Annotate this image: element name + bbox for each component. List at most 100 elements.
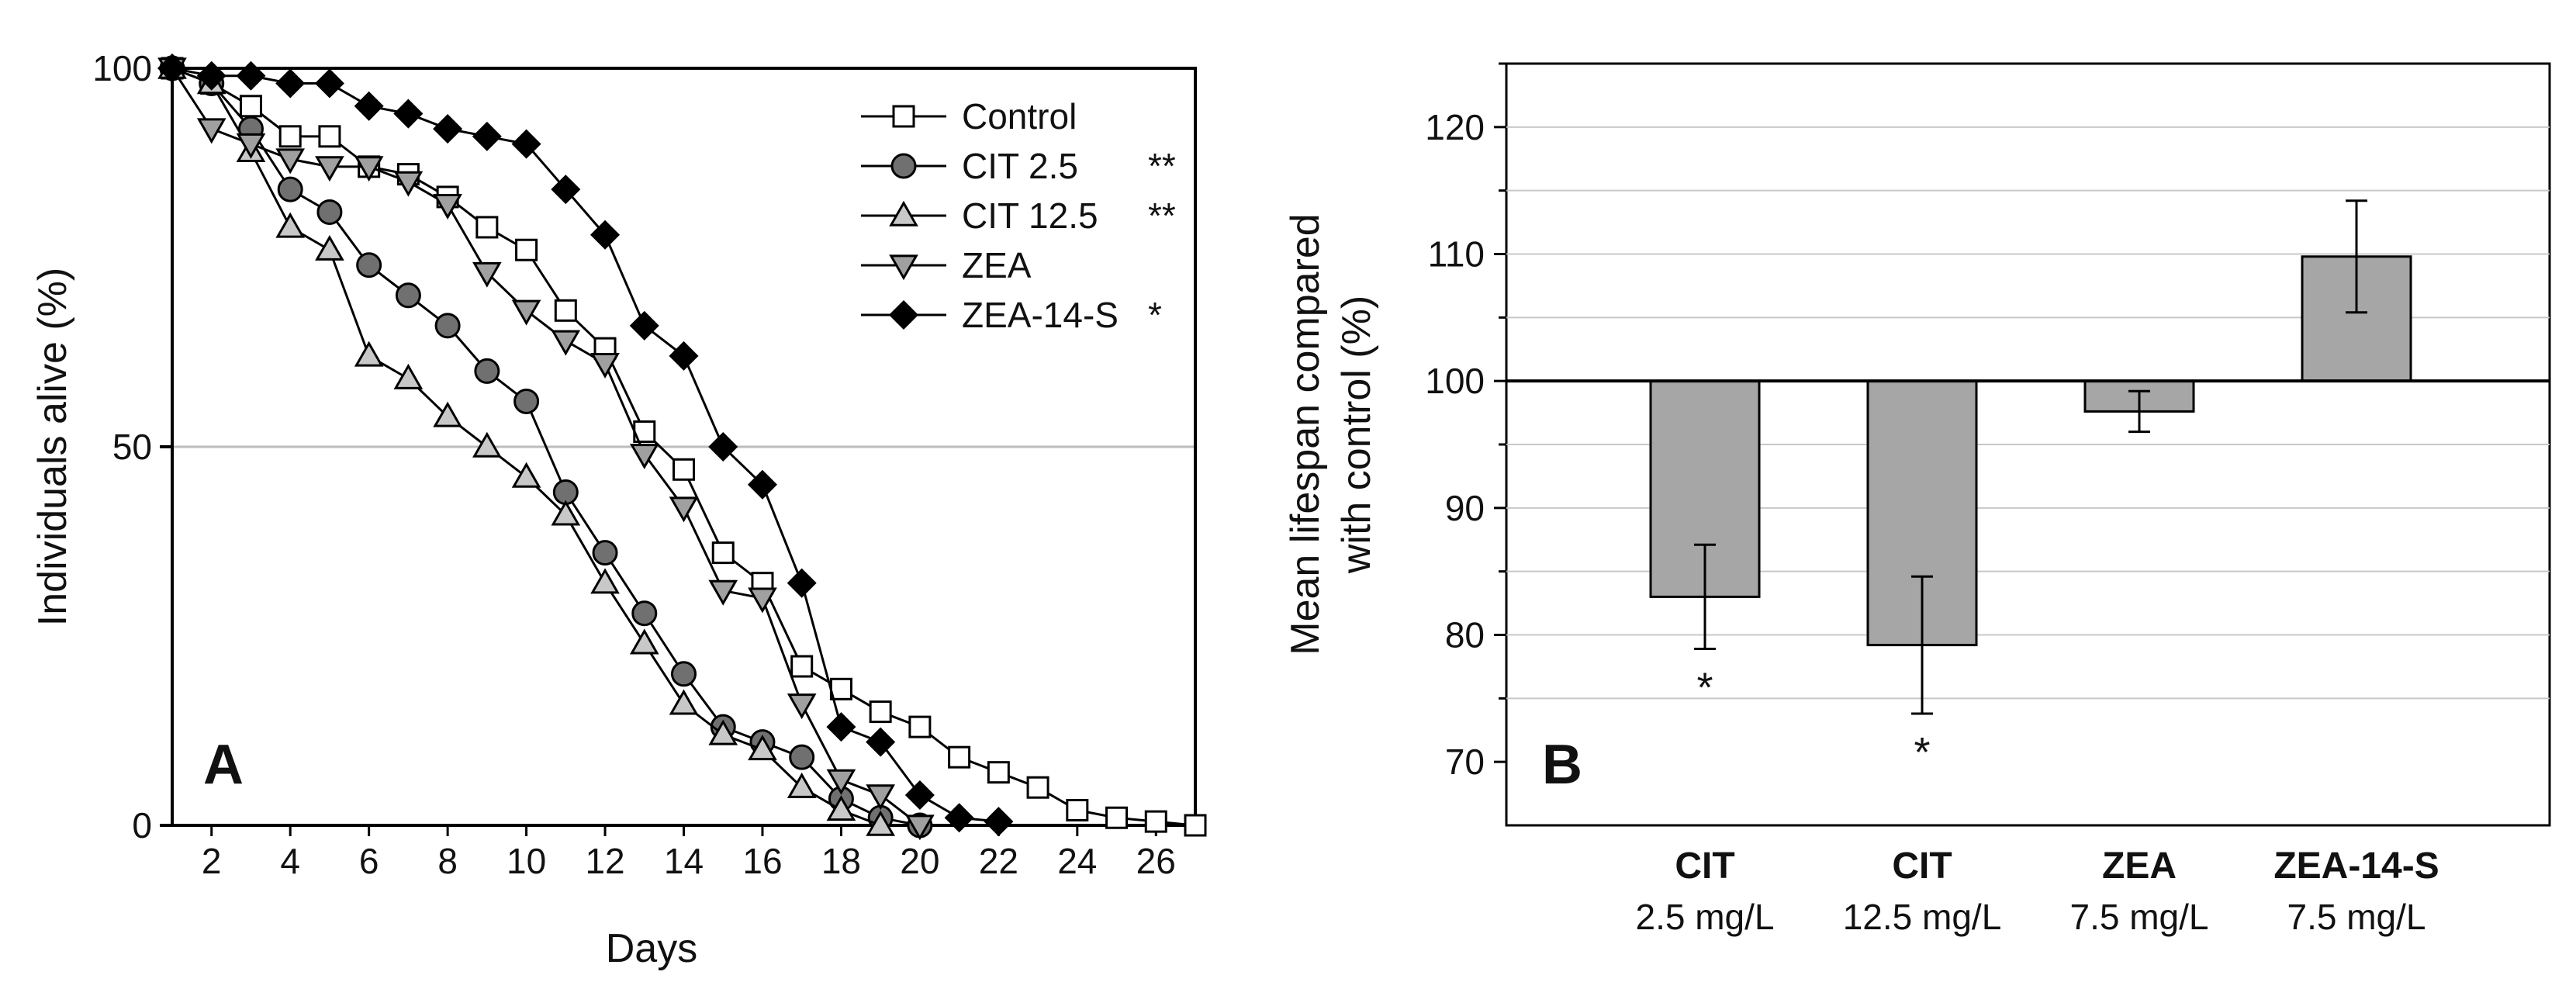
y-tick-label: 100: [1425, 361, 1485, 401]
data-point: [278, 125, 302, 148]
data-point: [944, 803, 974, 833]
data-point: [157, 53, 188, 84]
panel-a-survival-chart: 100 50 0 2 4 6 8 10 12 14 16 18 20 22 24 26 Days Ind…: [30, 48, 1207, 971]
legend-significance: **: [1148, 195, 1176, 236]
data-point: [631, 600, 658, 627]
legend-label: ZEA: [962, 245, 1032, 285]
data-point: [236, 61, 266, 91]
category-name: ZEA-14-S: [2273, 845, 2439, 887]
legend-item: CIT 12.5 **: [861, 195, 1176, 236]
data-point: [1105, 806, 1129, 829]
data-point: [472, 431, 502, 458]
data-point: [393, 99, 424, 129]
data-point: [511, 462, 541, 488]
y-axis-title: Mean lifespan compared with control (%): [1283, 213, 1379, 655]
x-tick-label: 18: [821, 841, 861, 881]
legend-label: CIT 2.5: [962, 146, 1078, 186]
data-point: [592, 540, 618, 566]
series-zea-14-s: [157, 53, 1014, 837]
data-point: [708, 579, 738, 606]
data-point: [511, 129, 541, 159]
category-dose: 2.5 mg/L: [1636, 897, 1775, 937]
data-point: [275, 212, 306, 238]
data-point: [472, 261, 502, 288]
data-point: [866, 727, 896, 757]
data-point: [629, 628, 659, 655]
data-point: [318, 125, 341, 148]
data-point: [513, 388, 540, 414]
category-label: CIT 2.5 mg/L: [1636, 845, 1775, 937]
data-point: [551, 330, 581, 356]
data-point: [196, 118, 226, 144]
legend-label: Control: [962, 96, 1077, 137]
category-label: ZEA 7.5 mg/L: [2070, 845, 2209, 937]
data-point: [673, 458, 695, 481]
legend-marker: [888, 299, 919, 330]
data-point: [511, 299, 541, 326]
legend-marker: [889, 200, 918, 227]
data-point: [669, 689, 699, 715]
y-tick-label: 70: [1445, 742, 1485, 782]
data-point: [826, 712, 856, 742]
series-line: [171, 67, 999, 823]
y-tick-label: 120: [1425, 107, 1485, 147]
category-dose: 7.5 mg/L: [2287, 897, 2426, 937]
data-point: [866, 810, 895, 836]
data-point: [987, 761, 1010, 784]
data-point: [866, 784, 895, 811]
data-point: [629, 444, 659, 470]
y-axis-title: Individuals alive (%): [30, 268, 75, 626]
data-point: [789, 744, 815, 770]
data-point: [590, 352, 620, 379]
x-tick-label: 16: [742, 841, 782, 881]
data-point: [551, 175, 581, 205]
data-point: [790, 655, 814, 678]
x-axis-ticks: 2 4 6 8 10 12 14 16 18 20 22 24 26: [202, 825, 1176, 881]
legend-significance: **: [1148, 146, 1176, 186]
y-tick-label: 0: [132, 805, 152, 845]
legend-marker: [892, 105, 915, 128]
series-group: [157, 53, 1207, 841]
data-point: [826, 769, 856, 795]
data-point: [433, 114, 463, 144]
data-point: [356, 252, 382, 278]
data-point: [393, 171, 424, 197]
data-point: [1026, 776, 1049, 799]
y-tick-label: 110: [1428, 234, 1485, 275]
category-label: CIT 12.5 mg/L: [1843, 845, 2002, 937]
category-name: CIT: [1892, 845, 1952, 887]
data-point: [275, 68, 306, 99]
data-point: [787, 568, 817, 598]
x-tick-label: 12: [585, 841, 624, 881]
panel-label-b: B: [1542, 734, 1582, 796]
category-label: ZEA-14-S 7.5 mg/L: [2273, 845, 2439, 937]
x-tick-label: 4: [280, 841, 300, 881]
data-point: [948, 745, 971, 769]
data-point: [708, 719, 738, 745]
legend-item: Control: [861, 96, 1077, 137]
x-axis-title: Days: [606, 926, 697, 971]
legend: Control CIT 2.5 ** CIT 12.5 ** ZEA ZEA-14-S *: [861, 96, 1176, 335]
data-point: [275, 148, 306, 175]
category-name: CIT: [1675, 845, 1734, 887]
y-axis-title-line-2: with control (%): [1334, 296, 1379, 574]
data-point: [908, 715, 932, 738]
panel-label-a: A: [203, 734, 244, 796]
data-point: [869, 700, 892, 724]
series-cit-12-5: [157, 53, 895, 836]
data-point: [196, 61, 226, 91]
legend-label: ZEA-14-S: [962, 295, 1119, 335]
data-point: [433, 193, 462, 220]
x-tick-label: 10: [507, 841, 546, 881]
data-point: [393, 363, 424, 389]
legend-item: CIT 2.5 **: [861, 146, 1176, 186]
legend-item: ZEA-14-S *: [861, 295, 1162, 335]
y-tick-label: 100: [92, 48, 152, 88]
data-point: [904, 780, 935, 810]
x-tick-label: 22: [979, 841, 1018, 881]
y-tick-label: 50: [112, 427, 152, 467]
data-point: [711, 541, 735, 565]
data-point: [239, 95, 262, 118]
data-point: [1066, 798, 1089, 821]
x-tick-label: 26: [1136, 841, 1176, 881]
